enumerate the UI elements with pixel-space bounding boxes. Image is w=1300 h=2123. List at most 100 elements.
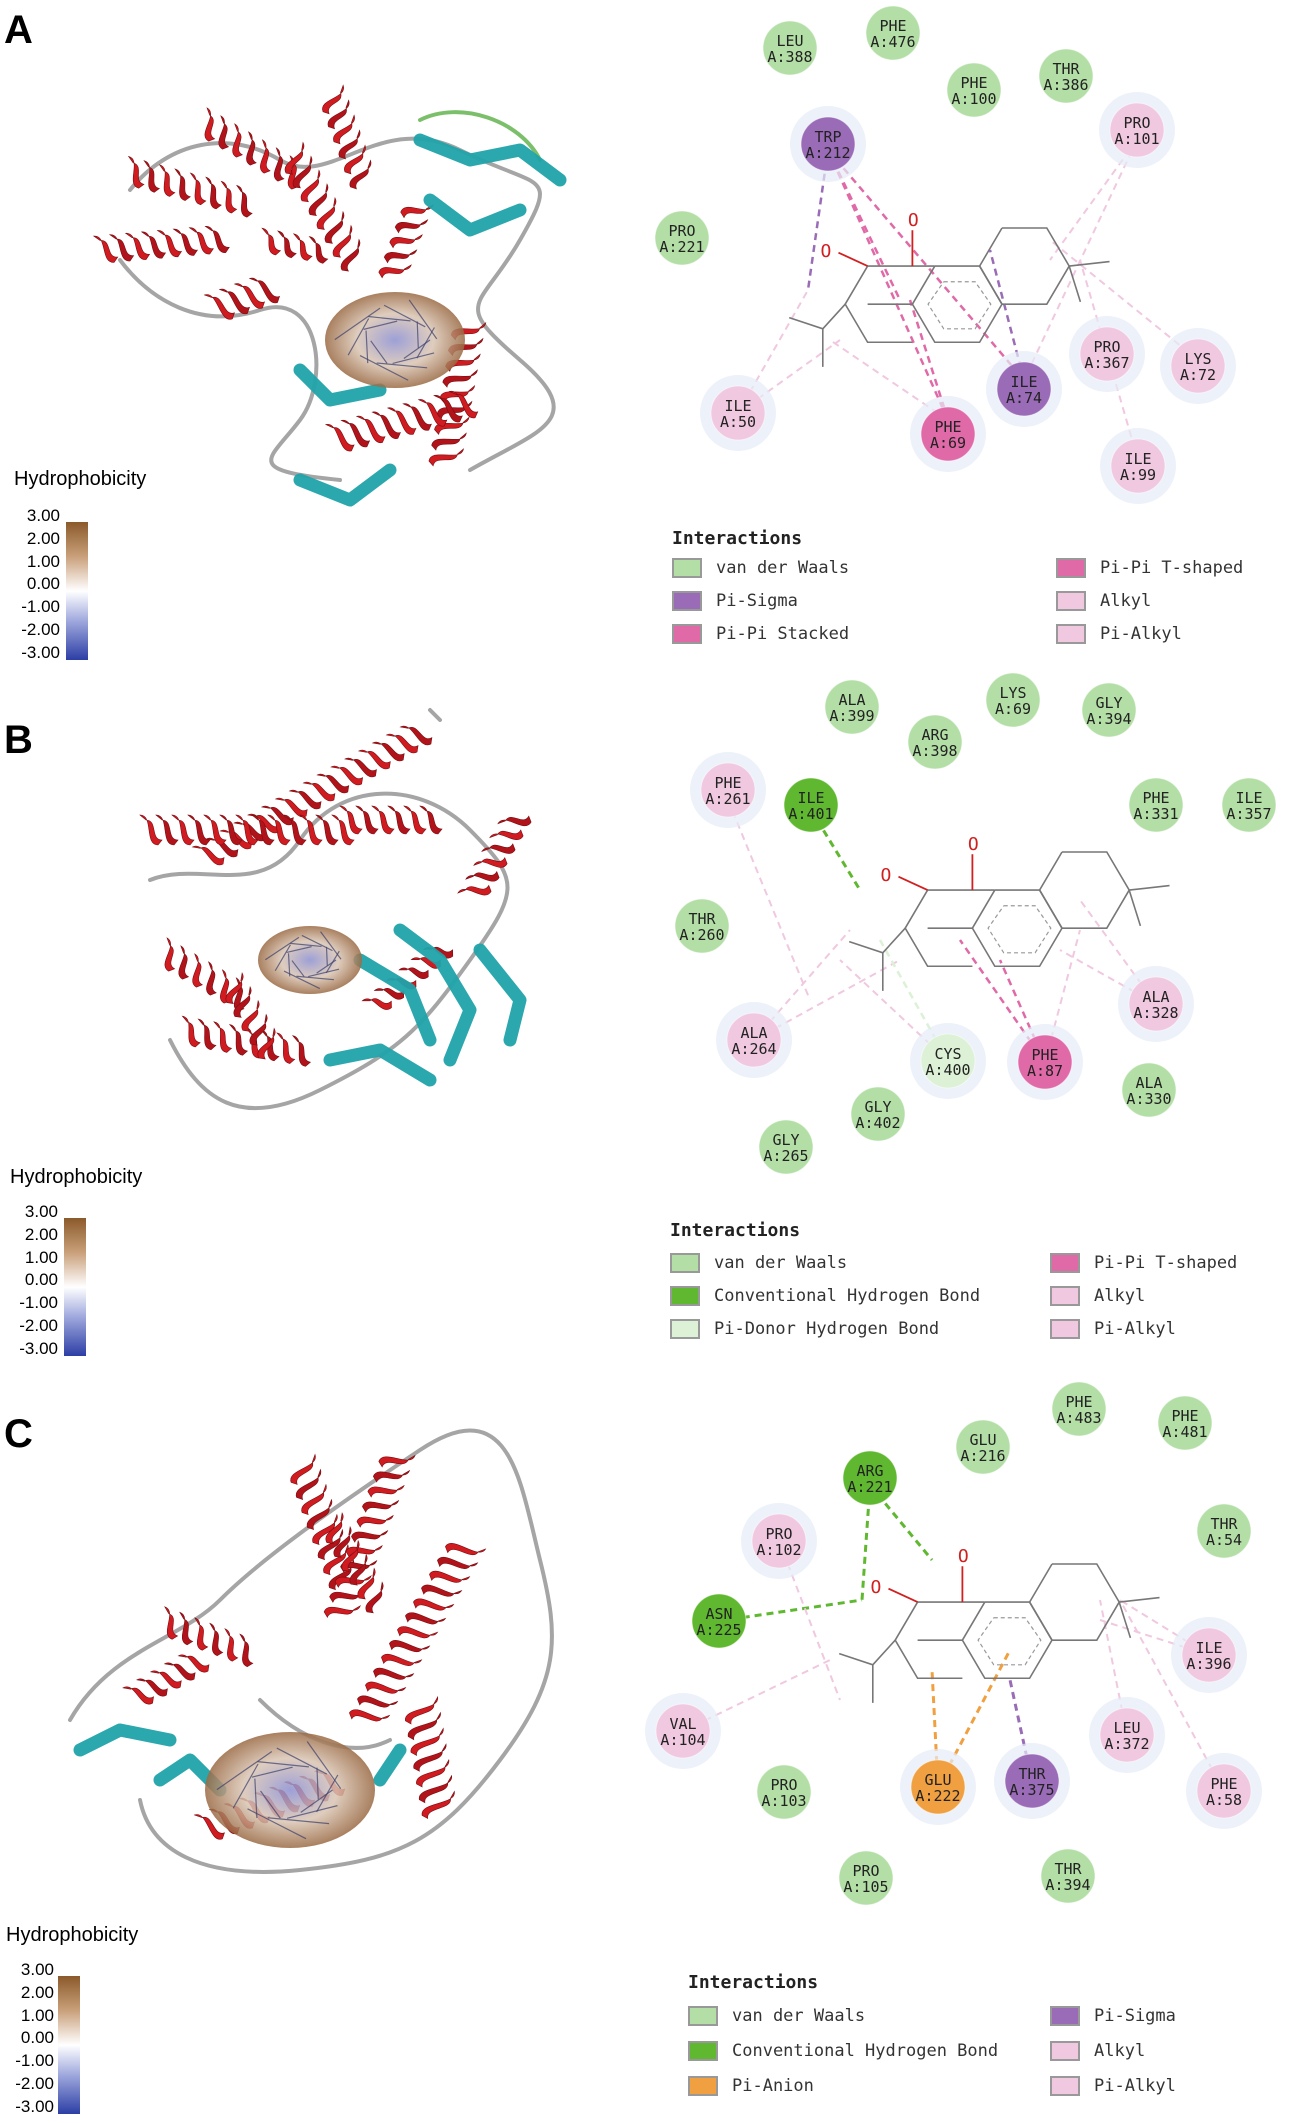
residue-id: A:104 xyxy=(660,1731,705,1749)
helix-ribbon xyxy=(204,107,299,190)
coil-loop xyxy=(418,110,542,162)
residue-id: A:260 xyxy=(679,926,724,944)
residue-name: ILE xyxy=(1195,1639,1222,1657)
residue-name: PHE xyxy=(1031,1046,1058,1064)
scale-tick-label: -3.00 xyxy=(15,2096,54,2116)
residue-id: A:216 xyxy=(960,1447,1005,1465)
legend-swatch xyxy=(1056,591,1086,611)
scale-tick-label: -2.00 xyxy=(19,1316,58,1335)
helix-ribbon xyxy=(457,815,532,896)
residue-disc xyxy=(920,406,976,462)
residue-id: A:222 xyxy=(915,1787,960,1805)
legend-item: Alkyl xyxy=(1050,1286,1145,1306)
residue-disc xyxy=(850,1086,906,1142)
scale-tick-label: -2.00 xyxy=(15,2074,54,2093)
residue-name: PRO xyxy=(668,222,695,240)
legend-swatch xyxy=(688,2076,718,2096)
residue-name: VAL xyxy=(669,1715,696,1733)
beta-strand xyxy=(323,1043,437,1087)
legend-swatch xyxy=(670,1286,700,1306)
scale-tick-label: -3.00 xyxy=(21,642,60,662)
legend-swatch xyxy=(1050,1253,1080,1273)
residue-id: A:367 xyxy=(1084,354,1129,372)
hydrophobicity-title-b: Hydrophobicity xyxy=(10,1166,143,1188)
residue-id: A:74 xyxy=(1006,389,1042,407)
binding-pocket-surface xyxy=(325,292,465,388)
residue-id: A:54 xyxy=(1206,1531,1242,1549)
residue-disc xyxy=(955,1419,1011,1475)
residue-id: A:400 xyxy=(925,1061,970,1079)
helix-ribbon xyxy=(284,141,361,272)
helix-ribbon xyxy=(164,1606,254,1668)
legend-label: Pi-Sigma xyxy=(716,591,798,611)
residue-disc xyxy=(1157,1395,1213,1451)
scale-tick-label: 0.00 xyxy=(26,574,60,594)
residue-name: GLY xyxy=(1095,694,1122,712)
residue-name: ARG xyxy=(921,726,948,744)
residue-disc xyxy=(1170,338,1226,394)
binding-pocket-surface xyxy=(258,926,362,994)
residue-id: A:481 xyxy=(1162,1423,1207,1441)
helix-ribbon xyxy=(290,1453,354,1591)
residue-name: PRO xyxy=(1123,114,1150,132)
residue-name: LYS xyxy=(999,684,1026,702)
legend-label: van der Waals xyxy=(716,558,850,578)
protein-structure-b xyxy=(139,708,532,1111)
helix-ribbon xyxy=(225,972,276,1060)
residue-name: ASN xyxy=(705,1605,732,1623)
legend-item: Pi-Sigma xyxy=(1050,2006,1176,2026)
residue-id: A:99 xyxy=(1120,466,1156,484)
residue-id: A:394 xyxy=(1086,710,1131,728)
legend-label: Pi-Pi Stacked xyxy=(716,624,850,644)
scale-tick-label: -2.00 xyxy=(21,620,60,639)
legend-item: Conventional Hydrogen Bond xyxy=(688,2041,998,2061)
interaction-line xyxy=(930,1669,940,1788)
helix-ribbon xyxy=(325,1512,384,1614)
legend-label: Conventional Hydrogen Bond xyxy=(714,1286,981,1306)
legend-swatch xyxy=(688,2006,718,2026)
beta-strand xyxy=(353,953,437,1047)
residue-disc xyxy=(726,1012,782,1068)
residue-name: ALA xyxy=(740,1024,767,1042)
legend-label: Pi-Pi T-shaped xyxy=(1094,1253,1238,1273)
helix-ribbon xyxy=(378,204,434,279)
residue-id: A:221 xyxy=(659,238,704,256)
helix-ribbon xyxy=(139,814,355,846)
helix-ribbon xyxy=(92,225,230,263)
residue-id: A:399 xyxy=(829,707,874,725)
legend-swatch xyxy=(672,558,702,578)
beta-strand xyxy=(393,923,477,1067)
protein-structure-c xyxy=(68,1428,554,1874)
residue-name: THR xyxy=(1210,1515,1238,1533)
residue-disc xyxy=(710,385,766,441)
hydrophobicity-title-a: Hydrophobicity xyxy=(14,468,147,490)
residue-id: A:375 xyxy=(1009,1781,1054,1799)
scale-tick-label: 2.00 xyxy=(20,1982,54,2002)
legend-label: Pi-Alkyl xyxy=(1094,1319,1176,1339)
residue-disc xyxy=(920,1033,976,1089)
legend-swatch xyxy=(672,624,702,644)
legend-item: Pi-Pi T-shaped xyxy=(1056,558,1243,578)
residue-disc xyxy=(751,1513,807,1569)
legend-item: Alkyl xyxy=(1056,591,1151,611)
legend-item: Pi-Pi Stacked xyxy=(672,624,849,644)
helix-ribbon xyxy=(323,1454,416,1618)
scale-tick-label: -1.00 xyxy=(19,1293,58,1313)
